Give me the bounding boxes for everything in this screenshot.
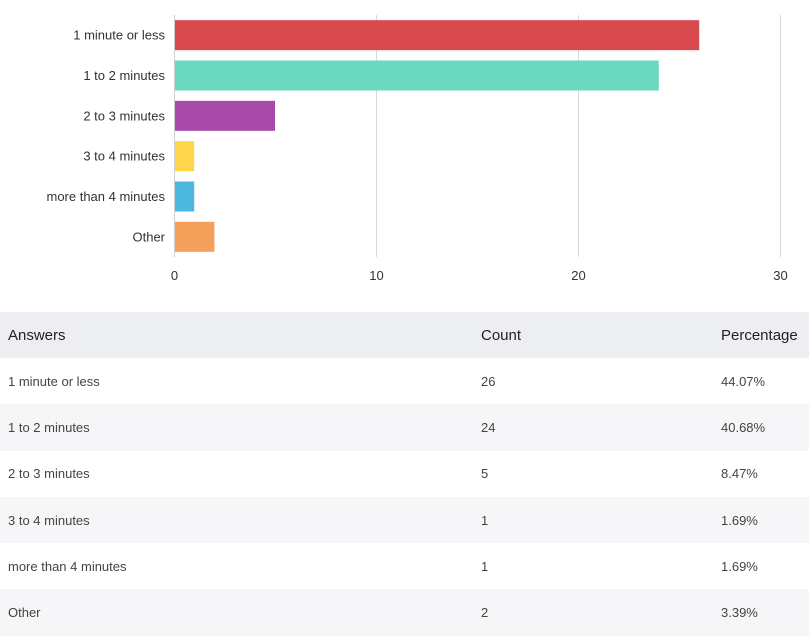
header-answers: Answers [8, 326, 66, 344]
table-row: 2 to 3 minutes 5 8.47% [0, 450, 809, 497]
category-label: 1 to 2 minutes [83, 68, 165, 83]
table-header-row: Answers Count Percentage [0, 312, 809, 358]
results-table: Answers Count Percentage 1 minute or les… [0, 312, 809, 636]
row-answer: more than 4 minutes [8, 558, 127, 574]
row-answer: 3 to 4 minutes [8, 512, 90, 528]
row-percentage: 3.39% [721, 605, 758, 621]
bar[interactable] [175, 60, 659, 91]
x-tick-label: 20 [571, 268, 585, 283]
header-count: Count [481, 326, 522, 344]
row-percentage: 8.47% [721, 466, 758, 482]
x-tick-label: 10 [369, 268, 383, 283]
row-count: 26 [481, 373, 496, 389]
row-count: 1 [481, 512, 489, 528]
table-row: 1 minute or less 26 44.07% [0, 358, 809, 405]
row-percentage: 40.68% [721, 419, 766, 435]
category-label: 3 to 4 minutes [83, 149, 165, 164]
x-tick-label: 0 [171, 268, 178, 283]
bar[interactable] [175, 100, 275, 131]
category-label: Other [132, 229, 165, 244]
row-answer: 1 minute or less [8, 373, 100, 389]
category-label: 1 minute or less [73, 28, 165, 43]
row-count: 1 [481, 558, 489, 574]
row-percentage: 44.07% [721, 373, 766, 389]
table-row: 1 to 2 minutes 24 40.68% [0, 404, 809, 451]
bar[interactable] [175, 221, 215, 252]
row-percentage: 1.69% [721, 512, 758, 528]
row-count: 2 [481, 605, 489, 621]
header-percentage: Percentage [721, 326, 798, 344]
table-row: 3 to 4 minutes 1 1.69% [0, 496, 809, 544]
bar[interactable] [175, 20, 700, 51]
table-row: Other 2 3.39% [0, 589, 809, 636]
row-count: 24 [481, 419, 496, 435]
x-tick-label: 30 [773, 268, 787, 283]
row-answer: 2 to 3 minutes [8, 466, 90, 482]
row-count: 5 [481, 466, 489, 482]
bar[interactable] [175, 181, 195, 212]
row-percentage: 1.69% [721, 558, 758, 574]
category-label: 2 to 3 minutes [83, 108, 165, 123]
bar[interactable] [175, 141, 195, 172]
bar-chart: 0 10 20 30 1 minute or less 1 to 2 minutes 2 t… [0, 0, 809, 300]
row-answer: 1 to 2 minutes [8, 419, 90, 435]
chart-svg: 0 10 20 30 1 minute or less 1 to 2 minutes 2 t… [46, 15, 788, 283]
category-label: more than 4 minutes [46, 189, 165, 204]
row-answer: Other [8, 605, 41, 621]
table-row: more than 4 minutes 1 1.69% [0, 543, 809, 590]
